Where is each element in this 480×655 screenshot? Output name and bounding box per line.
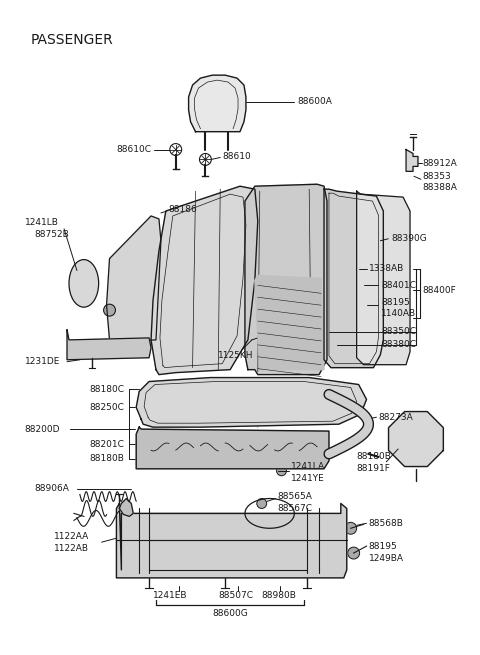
Text: 88388A: 88388A (423, 183, 458, 192)
Ellipse shape (69, 259, 99, 307)
Text: 1140AB: 1140AB (381, 309, 417, 318)
Text: 88191F: 88191F (357, 464, 391, 474)
Polygon shape (117, 504, 347, 578)
Polygon shape (189, 75, 246, 132)
Text: PASSENGER: PASSENGER (30, 33, 113, 47)
Text: 1241LB: 1241LB (24, 218, 59, 227)
Circle shape (276, 466, 287, 476)
Circle shape (348, 547, 360, 559)
Text: 88600A: 88600A (297, 98, 332, 106)
Text: 88180B: 88180B (357, 453, 392, 461)
Circle shape (257, 498, 267, 508)
Text: 1241LA: 1241LA (291, 462, 325, 472)
Circle shape (345, 522, 357, 534)
Text: 88350C: 88350C (381, 328, 416, 337)
Text: 1231DE: 1231DE (24, 357, 60, 366)
Polygon shape (357, 191, 410, 365)
Text: 88390G: 88390G (391, 234, 427, 243)
Text: 88201C: 88201C (90, 440, 125, 449)
Text: 88567C: 88567C (277, 504, 312, 513)
Circle shape (233, 206, 243, 216)
Text: 88180B: 88180B (90, 455, 125, 463)
Text: 88250C: 88250C (90, 403, 125, 412)
Polygon shape (136, 427, 329, 469)
Text: 1122AB: 1122AB (54, 544, 89, 553)
Polygon shape (388, 411, 444, 466)
Text: 88568B: 88568B (369, 519, 403, 528)
Polygon shape (107, 216, 161, 342)
Polygon shape (151, 186, 258, 375)
Polygon shape (120, 498, 133, 516)
Text: 1249BA: 1249BA (369, 553, 404, 563)
Polygon shape (324, 189, 384, 367)
Polygon shape (245, 184, 327, 375)
Text: 88380C: 88380C (381, 341, 416, 349)
Text: 88400F: 88400F (423, 286, 456, 295)
Text: 88195: 88195 (369, 542, 397, 551)
Text: 88906A: 88906A (35, 484, 69, 493)
Text: 88353: 88353 (423, 172, 452, 181)
Polygon shape (255, 276, 324, 369)
Polygon shape (67, 330, 151, 360)
Text: 1125KH: 1125KH (218, 351, 254, 360)
Text: 88186: 88186 (169, 204, 198, 214)
Text: 88610C: 88610C (117, 145, 152, 154)
Circle shape (104, 304, 116, 316)
Polygon shape (406, 149, 418, 172)
Text: 88600G: 88600G (212, 609, 248, 618)
Text: 88273A: 88273A (378, 413, 413, 422)
Text: 88565A: 88565A (277, 492, 312, 501)
Text: 88912A: 88912A (423, 159, 457, 168)
Text: 88200D: 88200D (24, 424, 60, 434)
Circle shape (407, 430, 425, 448)
Text: 1338AB: 1338AB (369, 264, 404, 273)
Text: 1241EB: 1241EB (153, 591, 188, 600)
Text: 88401C: 88401C (381, 281, 416, 290)
Text: 88195: 88195 (381, 298, 410, 307)
Text: 88980B: 88980B (262, 591, 297, 600)
Text: 88752B: 88752B (35, 231, 69, 239)
Polygon shape (136, 377, 367, 427)
Text: 1122AA: 1122AA (54, 532, 89, 541)
Text: 88180C: 88180C (90, 385, 125, 394)
Text: 1241YE: 1241YE (291, 474, 325, 483)
Text: 88610: 88610 (222, 152, 251, 161)
Text: 88507C: 88507C (218, 591, 253, 600)
